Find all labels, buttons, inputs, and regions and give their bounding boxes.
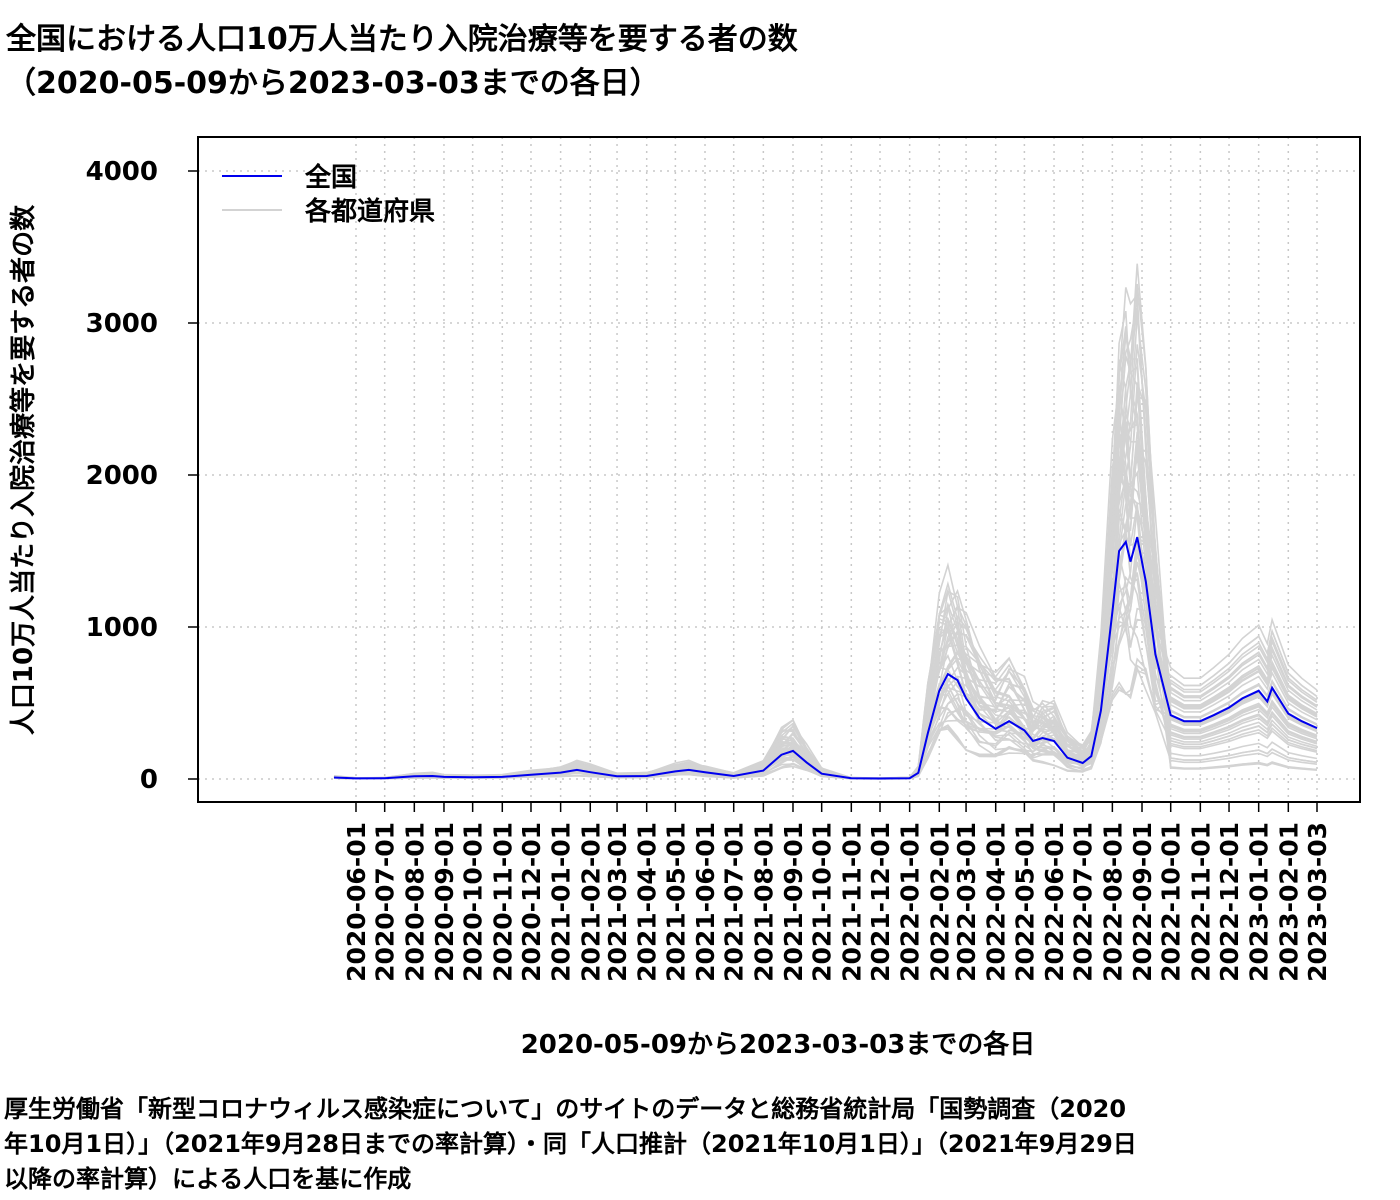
x-tick-label: 2021-01-01 [547, 822, 576, 982]
x-tick-label: 2023-01-01 [1245, 822, 1274, 982]
x-tick-label: 2022-08-01 [1098, 822, 1127, 982]
x-tick-label: 2021-02-01 [576, 822, 605, 982]
x-tick-label: 2020-12-01 [517, 822, 546, 982]
legend-label-national: 全国 [304, 162, 357, 193]
chart-title-line-1: 全国における人口10万人当たり入院治療等を要する者の数 [6, 22, 798, 57]
chart-title-line-2: （2020-05-09から2023-03-03までの各日） [6, 66, 660, 101]
plot-frame [197, 136, 1361, 803]
x-tick-label: 2023-02-01 [1274, 822, 1303, 982]
y-tick-label: 3000 [86, 309, 158, 339]
x-tick-label: 2022-05-01 [1010, 822, 1039, 982]
x-tick-label: 2021-08-01 [749, 822, 778, 982]
x-tick-label: 2021-09-01 [779, 822, 808, 982]
x-tick-label: 2020-08-01 [400, 822, 429, 982]
prefecture-series-line [333, 527, 1318, 780]
x-tick-label: 2022-09-01 [1128, 822, 1157, 982]
y-tick-label: 1000 [86, 613, 158, 643]
x-tick-label: 2022-12-01 [1215, 822, 1244, 982]
x-tick-label: 2022-03-01 [952, 822, 981, 982]
prefecture-series-line [333, 552, 1318, 780]
prefecture-series-line [333, 575, 1318, 780]
y-axis-label: 人口10万人当たり入院治療等を要する者の数 [8, 204, 39, 735]
source-caption: 厚生労働省「新型コロナウィルス感染症について」のサイトのデータと総務省統計局「国… [4, 1092, 1396, 1197]
x-tick-label: 2020-10-01 [459, 822, 488, 982]
caption-line-3: 以降の率計算）による人口を基に作成 [4, 1165, 412, 1193]
x-tick-label: 2020-06-01 [342, 822, 371, 982]
x-tick-label: 2021-03-01 [603, 822, 632, 982]
x-tick-label: 2021-10-01 [808, 822, 837, 982]
x-tick-label: 2021-11-01 [837, 822, 866, 982]
national-series-line [333, 537, 1318, 780]
x-tick-label: 2020-09-01 [430, 822, 459, 982]
x-tick-label: 2021-12-01 [866, 822, 895, 982]
prefecture-series-line [333, 438, 1318, 780]
x-tick-label: 2022-10-01 [1157, 822, 1186, 982]
y-tick-label: 4000 [86, 157, 158, 187]
x-tick-label: 2021-07-01 [720, 822, 749, 982]
x-tick-label: 2021-04-01 [633, 822, 662, 982]
x-tick-label: 2020-11-01 [488, 822, 517, 982]
x-tick-label: 2022-04-01 [982, 822, 1011, 982]
x-tick-label: 2022-01-01 [896, 822, 925, 982]
x-tick-label: 2022-07-01 [1069, 822, 1098, 982]
y-tick-label: 2000 [86, 461, 158, 491]
legend-label-prefectures: 各都道府県 [304, 196, 435, 227]
x-tick-label: 2022-02-01 [925, 822, 954, 982]
prefecture-series-line [333, 326, 1318, 779]
x-axis-label: 2020-05-09から2023-03-03までの各日 [521, 1029, 1036, 1060]
prefecture-series-line [333, 355, 1318, 780]
x-tick-label: 2023-03-03 [1303, 822, 1332, 982]
x-tick-label: 2021-05-01 [661, 822, 690, 982]
caption-line-2: 年10月1日）」（2021年9月28日までの率計算）・同「人口推計（2021年1… [4, 1130, 1137, 1158]
x-tick-label: 2022-06-01 [1040, 822, 1069, 982]
y-tick-label: 0 [140, 765, 158, 795]
x-tick-label: 2022-11-01 [1186, 822, 1215, 982]
x-tick-label: 2021-06-01 [691, 822, 720, 982]
x-tick-label: 2020-07-01 [371, 822, 400, 982]
caption-line-1: 厚生労働省「新型コロナウィルス感染症について」のサイトのデータと総務省統計局「国… [4, 1095, 1127, 1123]
